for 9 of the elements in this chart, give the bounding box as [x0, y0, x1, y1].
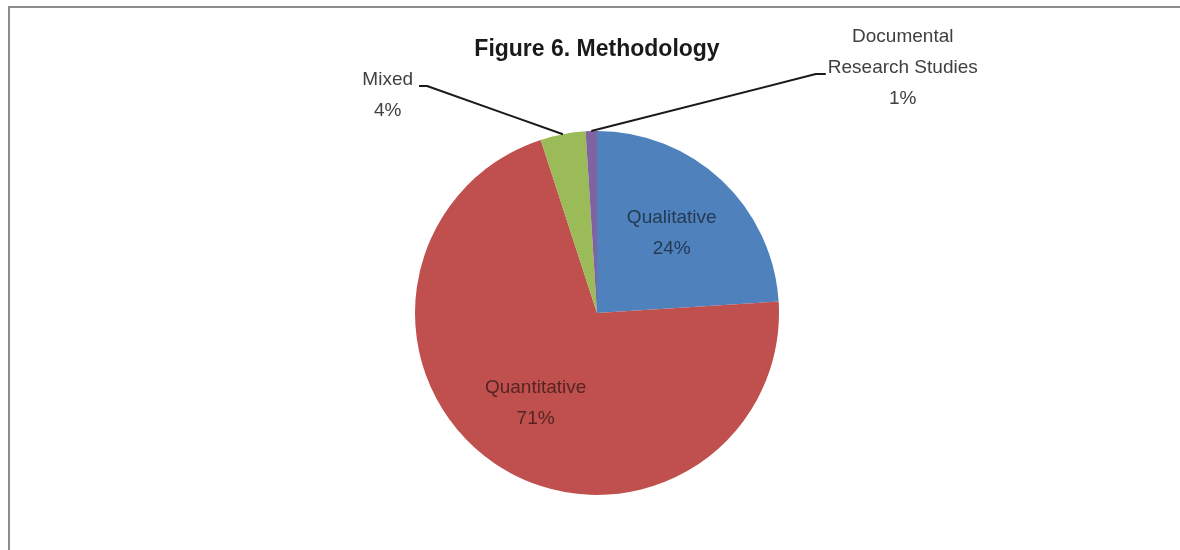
- data-label: 71%: [516, 407, 555, 429]
- slice-label: Quantitative: [484, 376, 587, 398]
- slice-label: Documental Research Studies: [827, 25, 978, 78]
- data-label: 4%: [373, 99, 402, 121]
- data-label: 24%: [652, 237, 691, 259]
- slice-label: Mixed: [362, 68, 414, 90]
- slice-label: Qualitative: [626, 206, 717, 228]
- data-label: 1%: [889, 87, 917, 109]
- chart-title: Figure 6. Methodology: [474, 35, 720, 62]
